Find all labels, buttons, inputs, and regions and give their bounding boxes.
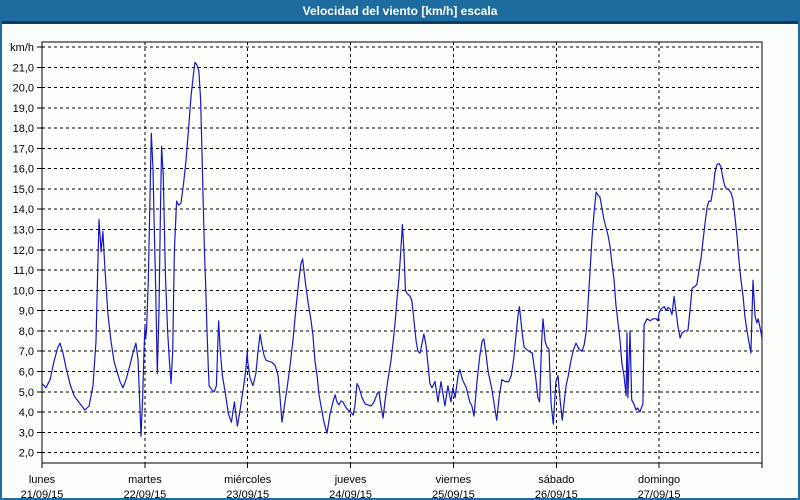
x-day-name-label: domingo <box>638 474 680 486</box>
x-day-date-label: 22/09/15 <box>123 489 166 500</box>
y-tick-label: 8,0 <box>19 326 34 338</box>
x-day-date-label: 21/09/15 <box>21 489 64 500</box>
x-day-name-label: sábado <box>538 474 574 486</box>
x-day-name-label: martes <box>128 474 162 486</box>
y-tick-label: 16,0 <box>13 164 34 176</box>
y-tick-label: 20,0 <box>13 83 34 95</box>
plot-frame <box>41 41 763 464</box>
x-day-date-label: 24/09/15 <box>329 489 372 500</box>
chart-title: Velocidad del viento [km/h] escala <box>302 4 498 18</box>
y-tick-label: 6,0 <box>19 367 34 379</box>
y-tick-label: 17,0 <box>13 143 34 155</box>
y-tick-label: 11,0 <box>13 265 34 277</box>
y-tick-label: 13,0 <box>13 225 34 237</box>
y-tick-label: 9,0 <box>19 306 34 318</box>
y-tick-label: 21,0 <box>13 62 34 74</box>
x-day-name-label: viernes <box>436 474 472 486</box>
y-tick-label: 14,0 <box>13 204 34 216</box>
x-day-name-label: jueves <box>334 474 367 486</box>
x-day-date-label: 23/09/15 <box>226 489 269 500</box>
x-day-name-label: miércoles <box>224 474 272 486</box>
y-tick-label: 3,0 <box>19 427 34 439</box>
y-tick-label: 5,0 <box>19 387 34 399</box>
y-tick-label: 4,0 <box>19 407 34 419</box>
y-tick-label: 18,0 <box>13 123 34 135</box>
y-tick-label: 15,0 <box>13 184 34 196</box>
y-tick-label: 12,0 <box>13 245 34 257</box>
x-day-date-label: 26/09/15 <box>535 489 578 500</box>
y-tick-label: 19,0 <box>13 103 34 115</box>
wind-speed-series-line <box>41 61 763 437</box>
y-tick-label: 2,0 <box>19 448 34 460</box>
chart-title-bar: Velocidad del viento [km/h] escala <box>2 2 798 24</box>
y-tick-label: 7,0 <box>19 346 34 358</box>
y-axis-unit-label: km/h <box>10 42 34 54</box>
y-tick-label: 10,0 <box>13 285 34 297</box>
x-day-date-label: 25/09/15 <box>432 489 475 500</box>
x-day-date-label: 27/09/15 <box>638 489 681 500</box>
x-day-name-label: lunes <box>29 474 56 486</box>
